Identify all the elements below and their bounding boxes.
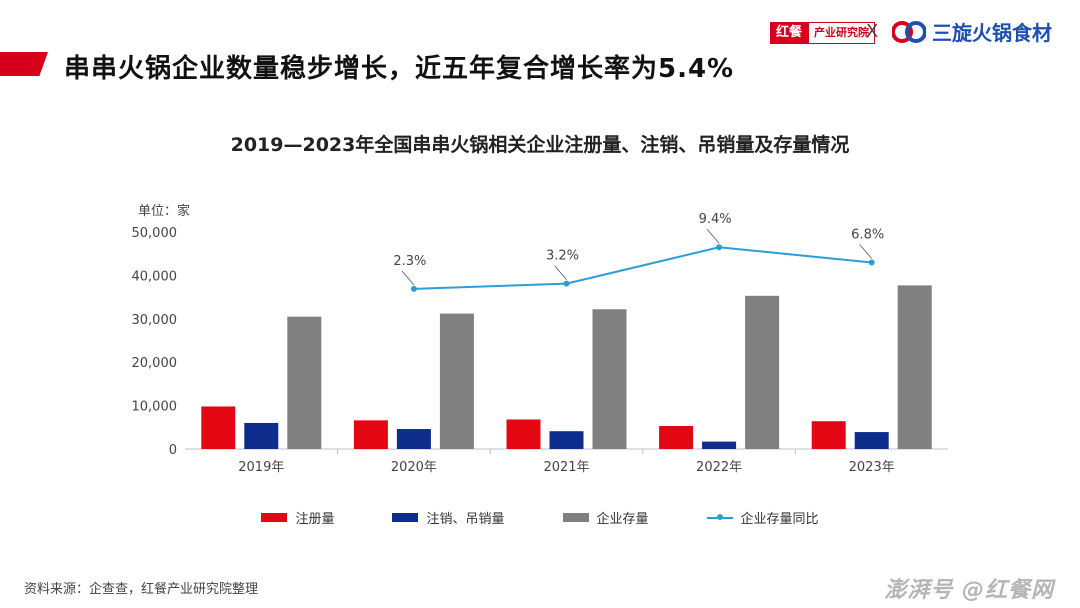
bar-cancellation <box>549 431 584 449</box>
page-title: 串串火锅企业数量稳步增长，近五年复合增长率为5.4% <box>64 54 735 84</box>
source-note: 资料来源：企查查，红餐产业研究院整理 <box>24 582 259 597</box>
sanxuan-logo-icon <box>892 20 926 43</box>
legend-label-yoy: 企业存量同比 <box>740 512 819 527</box>
bar-stock <box>745 295 780 449</box>
brand-logo-hongcan: 红餐 产业研究院 <box>770 22 876 44</box>
y-tick-label: 0 <box>169 443 177 458</box>
yoy-line <box>413 246 872 290</box>
legend-swatch-cancellation <box>392 513 419 522</box>
bar-registration <box>659 425 694 449</box>
yoy-data-label: 6.8% <box>851 227 884 242</box>
brand-right-name: 三旋火锅食材 <box>932 21 1052 45</box>
bar-stock <box>897 285 932 449</box>
bar-stock <box>592 309 627 449</box>
bar-cancellation <box>396 429 431 449</box>
yoy-data-label: 9.4% <box>699 212 732 227</box>
legend: 注册量 注销、吊销量 企业存量 企业存量同比 <box>0 508 1080 527</box>
brand-separator: X <box>866 21 879 42</box>
bar-registration <box>506 419 541 449</box>
legend-swatch-stock <box>562 513 589 522</box>
y-tick-label: 50,000 <box>132 226 178 241</box>
x-tick-label: 2023年 <box>849 460 895 475</box>
bar-registration <box>353 420 388 449</box>
unit-label: 单位：家 <box>138 204 191 219</box>
x-tick-label: 2020年 <box>391 460 437 475</box>
legend-item-yoy: 企业存量同比 <box>706 508 819 527</box>
yoy-data-label: 2.3% <box>393 254 426 269</box>
bar-cancellation <box>854 432 889 449</box>
footer-watermark: 澎湃号 @红餐网 <box>884 578 1054 603</box>
y-tick-label: 20,000 <box>132 356 178 371</box>
x-tick-label: 2022年 <box>696 460 742 475</box>
bar-cancellation <box>702 441 737 449</box>
y-tick-label: 10,000 <box>132 400 178 415</box>
y-tick-label: 40,000 <box>132 269 178 284</box>
yoy-leader-line <box>859 244 873 259</box>
brand-badge: 红餐 <box>770 22 809 44</box>
yoy-data-label: 3.2% <box>546 249 579 264</box>
bar-stock <box>287 316 322 449</box>
x-tick-label: 2019年 <box>238 460 284 475</box>
legend-swatch-registration <box>261 513 288 522</box>
brand-sub: 产业研究院 <box>808 22 876 44</box>
yoy-point <box>563 280 570 287</box>
yoy-point <box>410 285 417 292</box>
legend-label-stock: 企业存量 <box>596 512 649 527</box>
bar-stock <box>439 313 474 449</box>
yoy-leader-line <box>554 265 567 280</box>
chart-title: 2019—2023年全国串串火锅相关企业注册量、注销、吊销量及存量情况 <box>230 134 850 156</box>
yoy-point <box>716 244 723 251</box>
legend-label-registration: 注册量 <box>295 512 335 527</box>
legend-label-cancellation: 注销、吊销量 <box>426 512 505 527</box>
x-tick-label: 2021年 <box>543 460 589 475</box>
legend-item-cancellation: 注销、吊销量 <box>392 508 505 527</box>
yoy-point <box>868 259 875 266</box>
legend-item-registration: 注册量 <box>261 508 334 527</box>
bar-registration <box>201 406 236 449</box>
legend-swatch-yoy <box>706 513 733 520</box>
title-accent-bar <box>0 52 48 76</box>
bar-registration <box>811 421 846 449</box>
yoy-leader-line <box>706 228 720 244</box>
brand-logo-sanxuan: 三旋火锅食材 <box>892 17 1052 46</box>
y-tick-label: 30,000 <box>132 313 178 328</box>
yoy-leader-line <box>401 270 415 286</box>
bar-cancellation <box>244 422 279 449</box>
legend-item-stock: 企业存量 <box>562 508 649 527</box>
